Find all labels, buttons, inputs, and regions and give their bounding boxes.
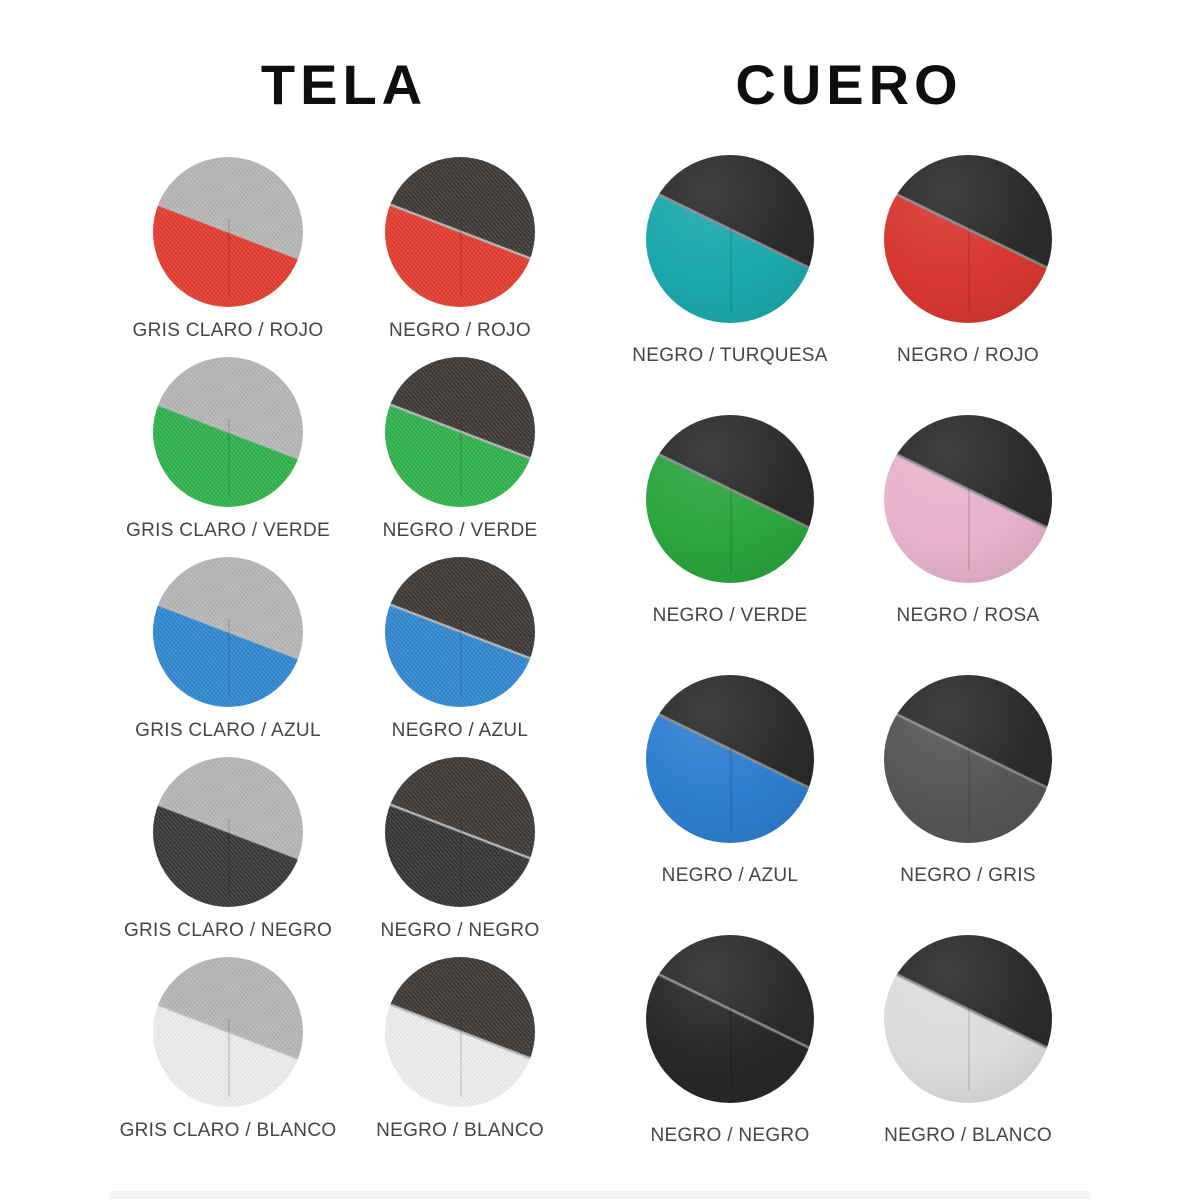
cuero-swatch-grid: NEGRO / TURQUESA NEGRO / ROJO NEGRO / VE… (611, 155, 1087, 1195)
swatch-label: GRIS CLARO / AZUL (135, 720, 321, 741)
swatch-cell: NEGRO / VERDE (611, 415, 849, 675)
cuero-swatch-negro-turquesa[interactable] (646, 155, 814, 323)
swatch-cell: NEGRO / GRIS (849, 675, 1087, 935)
swatch-cell: NEGRO / ROJO (849, 155, 1087, 415)
swatch-cell: GRIS CLARO / VERDE (112, 357, 344, 557)
tela-swatch-gris-claro-azul[interactable] (153, 557, 303, 707)
swatch-label: NEGRO / BLANCO (376, 1120, 544, 1141)
tela-swatch-gris-claro-blanco[interactable] (153, 957, 303, 1107)
swatch-cell: GRIS CLARO / BLANCO (112, 957, 344, 1157)
section-cuero: CUERO NEGRO / TURQUESA NEGRO / ROJO NEGR… (611, 0, 1087, 1195)
swatch-label: NEGRO / NEGRO (650, 1125, 810, 1146)
tela-swatch-negro-azul[interactable] (385, 557, 535, 707)
tela-swatch-negro-verde[interactable] (385, 357, 535, 507)
tela-swatch-negro-rojo[interactable] (385, 157, 535, 307)
swatch-label: NEGRO / BLANCO (884, 1125, 1052, 1146)
tela-swatch-negro-negro[interactable] (385, 757, 535, 907)
swatch-cell: GRIS CLARO / ROJO (112, 157, 344, 357)
tela-title: TELA (260, 53, 428, 116)
swatch-label: NEGRO / NEGRO (380, 920, 540, 941)
cuero-swatch-negro-rosa[interactable] (884, 415, 1052, 583)
tela-swatch-gris-claro-negro[interactable] (153, 757, 303, 907)
swatch-cell: NEGRO / NEGRO (344, 757, 576, 957)
swatch-label: NEGRO / VERDE (382, 520, 538, 541)
tela-swatch-gris-claro-rojo[interactable] (153, 157, 303, 307)
swatch-label: NEGRO / ROJO (389, 320, 531, 341)
swatch-label: NEGRO / AZUL (391, 720, 529, 741)
swatch-cell: NEGRO / AZUL (344, 557, 576, 757)
swatch-label: GRIS CLARO / BLANCO (119, 1120, 337, 1141)
swatch-cell: NEGRO / BLANCO (849, 935, 1087, 1195)
cuero-swatch-negro-azul[interactable] (646, 675, 814, 843)
swatch-cell: NEGRO / ROJO (344, 157, 576, 357)
cuero-swatch-negro-verde[interactable] (646, 415, 814, 583)
swatch-label: NEGRO / ROSA (896, 605, 1040, 626)
swatch-label: NEGRO / TURQUESA (632, 345, 828, 366)
swatch-cell: GRIS CLARO / AZUL (112, 557, 344, 757)
swatch-label: NEGRO / GRIS (900, 865, 1036, 886)
swatch-cell: NEGRO / BLANCO (344, 957, 576, 1157)
swatch-label: GRIS CLARO / VERDE (126, 520, 330, 541)
cuero-swatch-negro-negro[interactable] (646, 935, 814, 1103)
swatch-cell: NEGRO / VERDE (344, 357, 576, 557)
tela-swatch-negro-blanco[interactable] (385, 957, 535, 1107)
swatch-label: NEGRO / VERDE (652, 605, 808, 626)
swatch-cell: NEGRO / TURQUESA (611, 155, 849, 415)
cuero-title: CUERO (735, 53, 963, 116)
footer-strip (110, 1191, 1090, 1199)
cuero-swatch-negro-blanco[interactable] (884, 935, 1052, 1103)
swatch-label: NEGRO / ROJO (897, 345, 1039, 366)
tela-swatch-gris-claro-verde[interactable] (153, 357, 303, 507)
swatch-label: GRIS CLARO / NEGRO (123, 920, 333, 941)
swatch-cell: NEGRO / NEGRO (611, 935, 849, 1195)
swatch-label: GRIS CLARO / ROJO (132, 320, 324, 341)
swatch-cell: NEGRO / ROSA (849, 415, 1087, 675)
cuero-swatch-negro-rojo[interactable] (884, 155, 1052, 323)
section-tela: TELA GRIS CLARO / ROJO NEGRO / ROJO GRIS… (112, 0, 576, 1157)
tela-swatch-grid: GRIS CLARO / ROJO NEGRO / ROJO GRIS CLAR… (112, 157, 576, 1157)
cuero-swatch-negro-gris[interactable] (884, 675, 1052, 843)
swatch-cell: NEGRO / AZUL (611, 675, 849, 935)
swatch-label: NEGRO / AZUL (661, 865, 799, 886)
swatch-cell: GRIS CLARO / NEGRO (112, 757, 344, 957)
